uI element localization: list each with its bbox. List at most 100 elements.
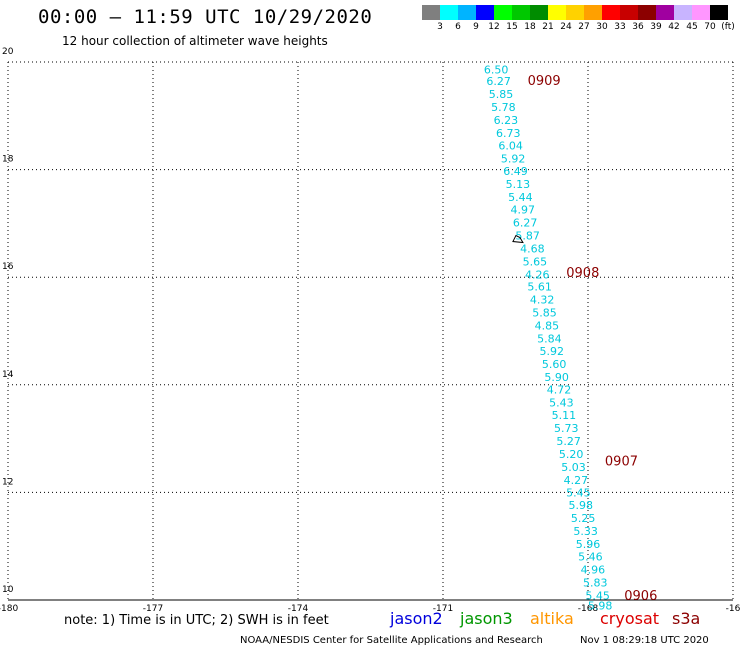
x-tick-label: -171: [433, 604, 453, 614]
data-point-label: 5.44: [508, 191, 533, 204]
colorbar-cell: [656, 5, 674, 20]
colorbar-label: 70: [704, 22, 716, 32]
colorbar-cell: [548, 5, 566, 20]
data-point-label: 4.32: [530, 294, 555, 307]
colorbar-label: 24: [560, 22, 572, 32]
footer-note: note: 1) Time is in UTC; 2) SWH is in fe…: [64, 613, 329, 628]
time-label: 0906: [624, 589, 657, 604]
colorbar-label: 39: [650, 22, 662, 32]
colorbar-label: 18: [524, 22, 536, 32]
colorbar-label: 27: [578, 22, 590, 32]
x-tick-label: -177: [143, 604, 163, 614]
data-point-label: 4.72: [547, 383, 572, 396]
credit-timestamp: Nov 1 08:29:18 UTC 2020: [580, 635, 709, 646]
colorbar-cell: [530, 5, 548, 20]
data-point-label: 5.87: [515, 230, 540, 243]
colorbar-label: 42: [668, 22, 680, 32]
colorbar-cell: [710, 5, 728, 20]
colorbar-cell: [674, 5, 692, 20]
time-label: 0907: [605, 455, 638, 470]
data-point-label: 5.25: [571, 512, 596, 525]
satellite-legend-jason3: jason3: [460, 609, 513, 628]
y-tick-label: 20: [2, 47, 14, 57]
data-point-label: 5.98: [588, 600, 613, 613]
colorbar-label: 30: [596, 22, 608, 32]
colorbar-cell: [440, 5, 458, 20]
data-point-label: 5.03: [561, 461, 586, 474]
colorbar-cell: [476, 5, 494, 20]
data-point-label: 4.85: [535, 319, 560, 332]
colorbar-cell: [638, 5, 656, 20]
colorbar-cell: [602, 5, 620, 20]
data-point-label: 5.73: [554, 422, 579, 435]
y-tick-label: 16: [2, 262, 14, 272]
chart-subtitle: 12 hour collection of altimeter wave hei…: [62, 34, 328, 48]
data-point-label: 5.83: [583, 577, 608, 590]
x-tick-label: -168: [578, 604, 599, 614]
colorbar-label: 36: [632, 22, 644, 32]
colorbar-cell: [692, 5, 710, 20]
y-tick-label: 18: [2, 155, 14, 165]
colorbar-cell: [566, 5, 584, 20]
colorbar-label: (ft): [721, 22, 735, 32]
satellite-legend-cryosat: cryosat: [600, 609, 660, 628]
data-point-label: 6.27: [486, 75, 511, 88]
colorbar-label: 6: [455, 22, 461, 32]
satellite-legend-s3a: s3a: [672, 609, 701, 628]
data-point-label: 5.33: [573, 525, 598, 538]
data-point-label: 5.11: [552, 409, 577, 422]
colorbar-label: 21: [542, 22, 554, 32]
data-point-label: 4.27: [564, 474, 589, 487]
data-point-label: 5.13: [506, 178, 531, 191]
data-point-label: 6.27: [513, 217, 538, 230]
x-tick-label: -174: [288, 604, 309, 614]
data-point-label: 6.49: [503, 165, 528, 178]
colorbar-cell: [512, 5, 530, 20]
data-point-label: 5.45: [585, 589, 610, 602]
satellite-legend-jason2: jason2: [390, 609, 443, 628]
x-tick-label: -180: [0, 604, 18, 614]
data-point-label: 4.68: [520, 242, 545, 255]
data-point-label: 5.92: [540, 345, 565, 358]
data-point-label: 5.61: [527, 281, 552, 294]
island-marker: [512, 234, 524, 244]
data-point-label: 4.97: [511, 204, 536, 217]
colorbar-cell: [584, 5, 602, 20]
data-point-label: 6.04: [498, 140, 523, 153]
wave-height-colorbar: [422, 5, 728, 20]
data-point-label: 5.84: [537, 332, 562, 345]
data-point-label: 5.90: [544, 371, 569, 384]
data-point-label: 6.73: [496, 127, 521, 140]
data-point-label: 5.46: [578, 551, 603, 564]
data-point-label: 5.27: [556, 435, 581, 448]
colorbar-cell: [422, 5, 440, 20]
data-point-label: 5.43: [549, 396, 574, 409]
data-point-label: 5.65: [523, 255, 548, 268]
colorbar-label: 33: [614, 22, 626, 32]
colorbar-cell: [494, 5, 512, 20]
y-tick-label: 14: [2, 370, 14, 380]
y-tick-label: 10: [2, 585, 14, 595]
time-label: 0908: [566, 266, 599, 281]
data-point-label: 5.20: [559, 448, 584, 461]
data-point-label: 4.96: [581, 564, 606, 577]
colorbar-label: 3: [437, 22, 443, 32]
credit-line: NOAA/NESDIS Center for Satellite Applica…: [240, 635, 543, 646]
y-tick-label: 12: [2, 477, 13, 487]
colorbar-label: 15: [506, 22, 518, 32]
data-point-label: 5.60: [542, 358, 567, 371]
colorbar-label: 9: [473, 22, 479, 32]
data-point-label: 5.45: [566, 487, 591, 500]
colorbar-label: 45: [686, 22, 698, 32]
time-label: 0909: [528, 74, 561, 89]
data-point-label: 5.78: [491, 101, 516, 114]
colorbar-cell: [620, 5, 638, 20]
chart-title: 00:00 — 11:59 UTC 10/29/2020: [38, 6, 373, 28]
data-point-label: 6.23: [494, 114, 519, 127]
data-point-label: 4.26: [525, 268, 550, 281]
data-point-label: 5.92: [501, 153, 526, 166]
x-tick-label: -16: [726, 604, 740, 614]
data-point-label: 5.85: [532, 306, 557, 319]
